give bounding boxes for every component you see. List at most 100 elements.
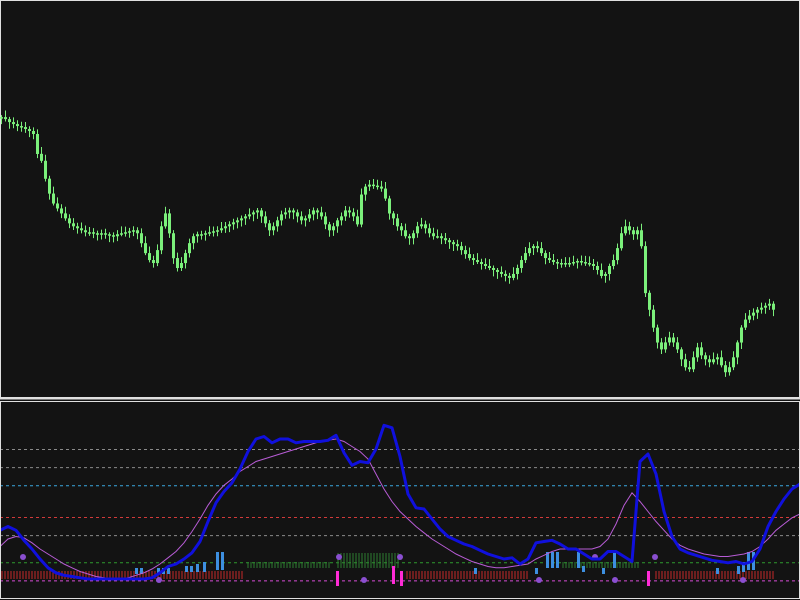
candle <box>708 355 711 368</box>
candle-body <box>96 233 99 235</box>
candle <box>88 226 91 236</box>
candle <box>680 347 683 367</box>
candle <box>348 206 351 218</box>
candle-body <box>704 355 707 360</box>
candle-body <box>320 212 323 217</box>
oscillator-fast-line <box>0 423 800 581</box>
candle <box>96 230 99 241</box>
candle-body <box>484 264 487 267</box>
candle <box>200 230 203 240</box>
candle-body <box>404 230 407 237</box>
candle-body <box>36 133 39 154</box>
candle <box>576 258 579 269</box>
candle <box>320 206 323 220</box>
candle <box>712 352 715 365</box>
candle-body <box>76 226 79 229</box>
candle <box>28 126 31 138</box>
candle-body <box>504 273 507 276</box>
candle-body <box>260 210 263 217</box>
candle <box>20 121 23 132</box>
histogram-signal-bar <box>140 568 143 574</box>
candle-body <box>740 327 743 343</box>
candle-body <box>40 153 43 161</box>
candle <box>168 209 171 238</box>
candle-body <box>420 224 423 227</box>
candle <box>704 352 707 366</box>
candle <box>620 226 623 251</box>
candle <box>144 236 147 256</box>
signal-dot <box>361 577 367 583</box>
candle-body <box>160 226 163 251</box>
candle <box>344 206 347 221</box>
candle-body <box>636 230 639 235</box>
candle-body <box>708 359 711 363</box>
candle <box>624 219 627 236</box>
candle-body <box>452 242 455 245</box>
candle-body <box>380 186 383 189</box>
histogram-signal-bar <box>135 568 138 574</box>
candle-body <box>744 319 747 328</box>
candle <box>608 263 611 281</box>
candle-body <box>32 131 35 135</box>
candle-body <box>676 342 679 350</box>
candle <box>360 188 363 228</box>
candle-body <box>152 260 155 264</box>
candle <box>428 223 431 238</box>
candle-body <box>560 263 563 265</box>
candle <box>384 181 387 201</box>
candle <box>332 222 335 236</box>
candle-body <box>324 216 327 225</box>
histogram-signal-bar <box>185 566 188 572</box>
candle-body <box>296 212 299 217</box>
candle-body <box>356 216 359 225</box>
candle <box>772 301 775 317</box>
candle-body <box>372 184 375 187</box>
candle <box>764 302 767 314</box>
histogram-signal-bar <box>216 552 219 570</box>
candle <box>388 195 391 220</box>
candle-body <box>388 198 391 214</box>
candle-body <box>640 230 643 247</box>
candle-body <box>568 263 571 265</box>
candle-body <box>544 253 547 259</box>
candle-body <box>204 233 207 235</box>
candle <box>324 212 327 230</box>
candle-body <box>376 185 379 188</box>
candle <box>756 306 759 319</box>
candle <box>224 221 227 233</box>
candle-body <box>432 233 435 237</box>
candle-body <box>440 236 443 239</box>
candle <box>8 116 11 129</box>
candle <box>304 215 307 227</box>
candle <box>232 218 235 230</box>
candle <box>244 213 247 225</box>
candle <box>372 178 375 189</box>
candle <box>108 232 111 243</box>
candle <box>696 342 699 362</box>
candle <box>564 257 567 268</box>
candle-body <box>416 226 419 234</box>
candle <box>452 240 455 251</box>
candle-body <box>116 234 119 237</box>
candle-body <box>0 117 3 119</box>
candle <box>260 208 263 223</box>
candle-body <box>576 261 579 263</box>
indicator-pane <box>0 401 800 599</box>
candle-body <box>64 213 67 219</box>
candle <box>48 175 51 200</box>
candle-body <box>144 243 147 254</box>
candle-body <box>536 246 539 249</box>
candle-body <box>720 357 723 366</box>
histogram-signal-bar <box>582 566 585 572</box>
candle <box>688 360 691 372</box>
signal-dot <box>20 554 26 560</box>
candle <box>736 340 739 365</box>
candle-body <box>264 216 267 224</box>
candle <box>84 225 87 237</box>
candle <box>536 241 539 253</box>
candle-body <box>696 347 699 358</box>
candle-body <box>736 342 739 358</box>
candle-body <box>612 260 615 267</box>
candle <box>692 351 695 373</box>
